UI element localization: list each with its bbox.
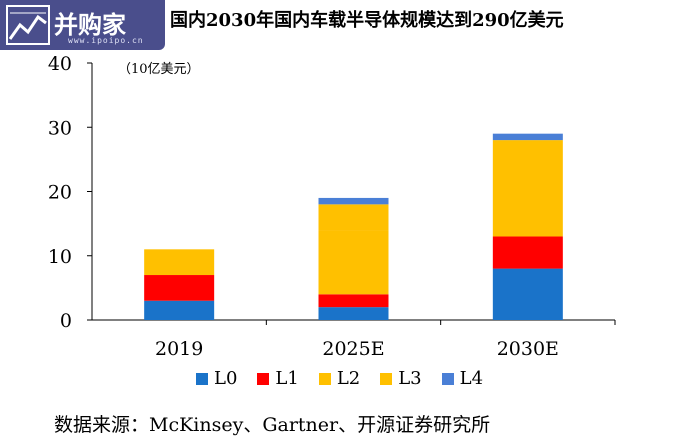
- bar-segment-l3-2025e: [318, 204, 389, 231]
- bar-segment-l1-2030e: [492, 236, 563, 269]
- legend-item-l4: L4: [441, 368, 484, 389]
- x-tick-label: 2030E: [497, 338, 559, 360]
- x-tick-label: 2025E: [322, 338, 384, 360]
- bar-segment-l2-2019: [144, 249, 215, 276]
- bar-segment-l1-2019: [144, 275, 215, 301]
- bar-segment-l0-2025e: [318, 307, 389, 320]
- y-tick-label: 30: [48, 117, 72, 139]
- bar-segment-l4-2025e: [318, 197, 389, 205]
- legend-swatch-l2: [318, 372, 331, 385]
- legend-swatch-l4: [441, 372, 454, 385]
- bar-segment-l0-2030e: [492, 268, 563, 320]
- chart-trend-icon: [6, 5, 50, 45]
- y-tick-label: 10: [48, 246, 72, 268]
- logo-url: www.ipoipo.cn: [68, 36, 144, 45]
- y-tick-label: 20: [48, 182, 72, 204]
- bar-segment-l2-2025e: [318, 230, 389, 295]
- bar-segment-l1-2025e: [318, 294, 389, 308]
- legend-item-l2: L2: [318, 368, 361, 389]
- source-note: 数据来源：McKinsey、Gartner、开源证券研究所: [54, 414, 491, 436]
- legend-label-l3: L3: [398, 368, 422, 389]
- watermark-logo: 并购家 www.ipoipo.cn: [0, 0, 165, 50]
- legend-item-l1: L1: [257, 368, 299, 389]
- logo-text: 并购家: [54, 11, 126, 39]
- y-tick-label: 0: [60, 310, 72, 332]
- y-tick-label: 40: [48, 53, 72, 75]
- bar-segment-l4-2030e: [492, 133, 563, 141]
- bar-segment-l3-2030e: [492, 140, 563, 237]
- legend-label-l2: L2: [336, 368, 361, 389]
- legend-label-l4: L4: [459, 368, 484, 389]
- legend: L0 L1 L2 L3 L4: [196, 368, 483, 389]
- legend-item-l3: L3: [380, 368, 422, 389]
- legend-swatch-l1: [257, 372, 270, 385]
- legend-label-l0: L0: [214, 368, 238, 389]
- legend-swatch-l0: [196, 372, 208, 385]
- chart-title: 国内2030年国内车载半导体规模达到290亿美元: [170, 10, 564, 31]
- legend-item-l0: L0: [196, 368, 237, 389]
- bar-segment-l0-2019: [144, 300, 215, 320]
- legend-label-l1: L1: [275, 368, 299, 389]
- x-tick-label: 2019: [155, 338, 203, 360]
- unit-label: （10亿美元）: [118, 62, 200, 77]
- legend-swatch-l3: [380, 372, 393, 385]
